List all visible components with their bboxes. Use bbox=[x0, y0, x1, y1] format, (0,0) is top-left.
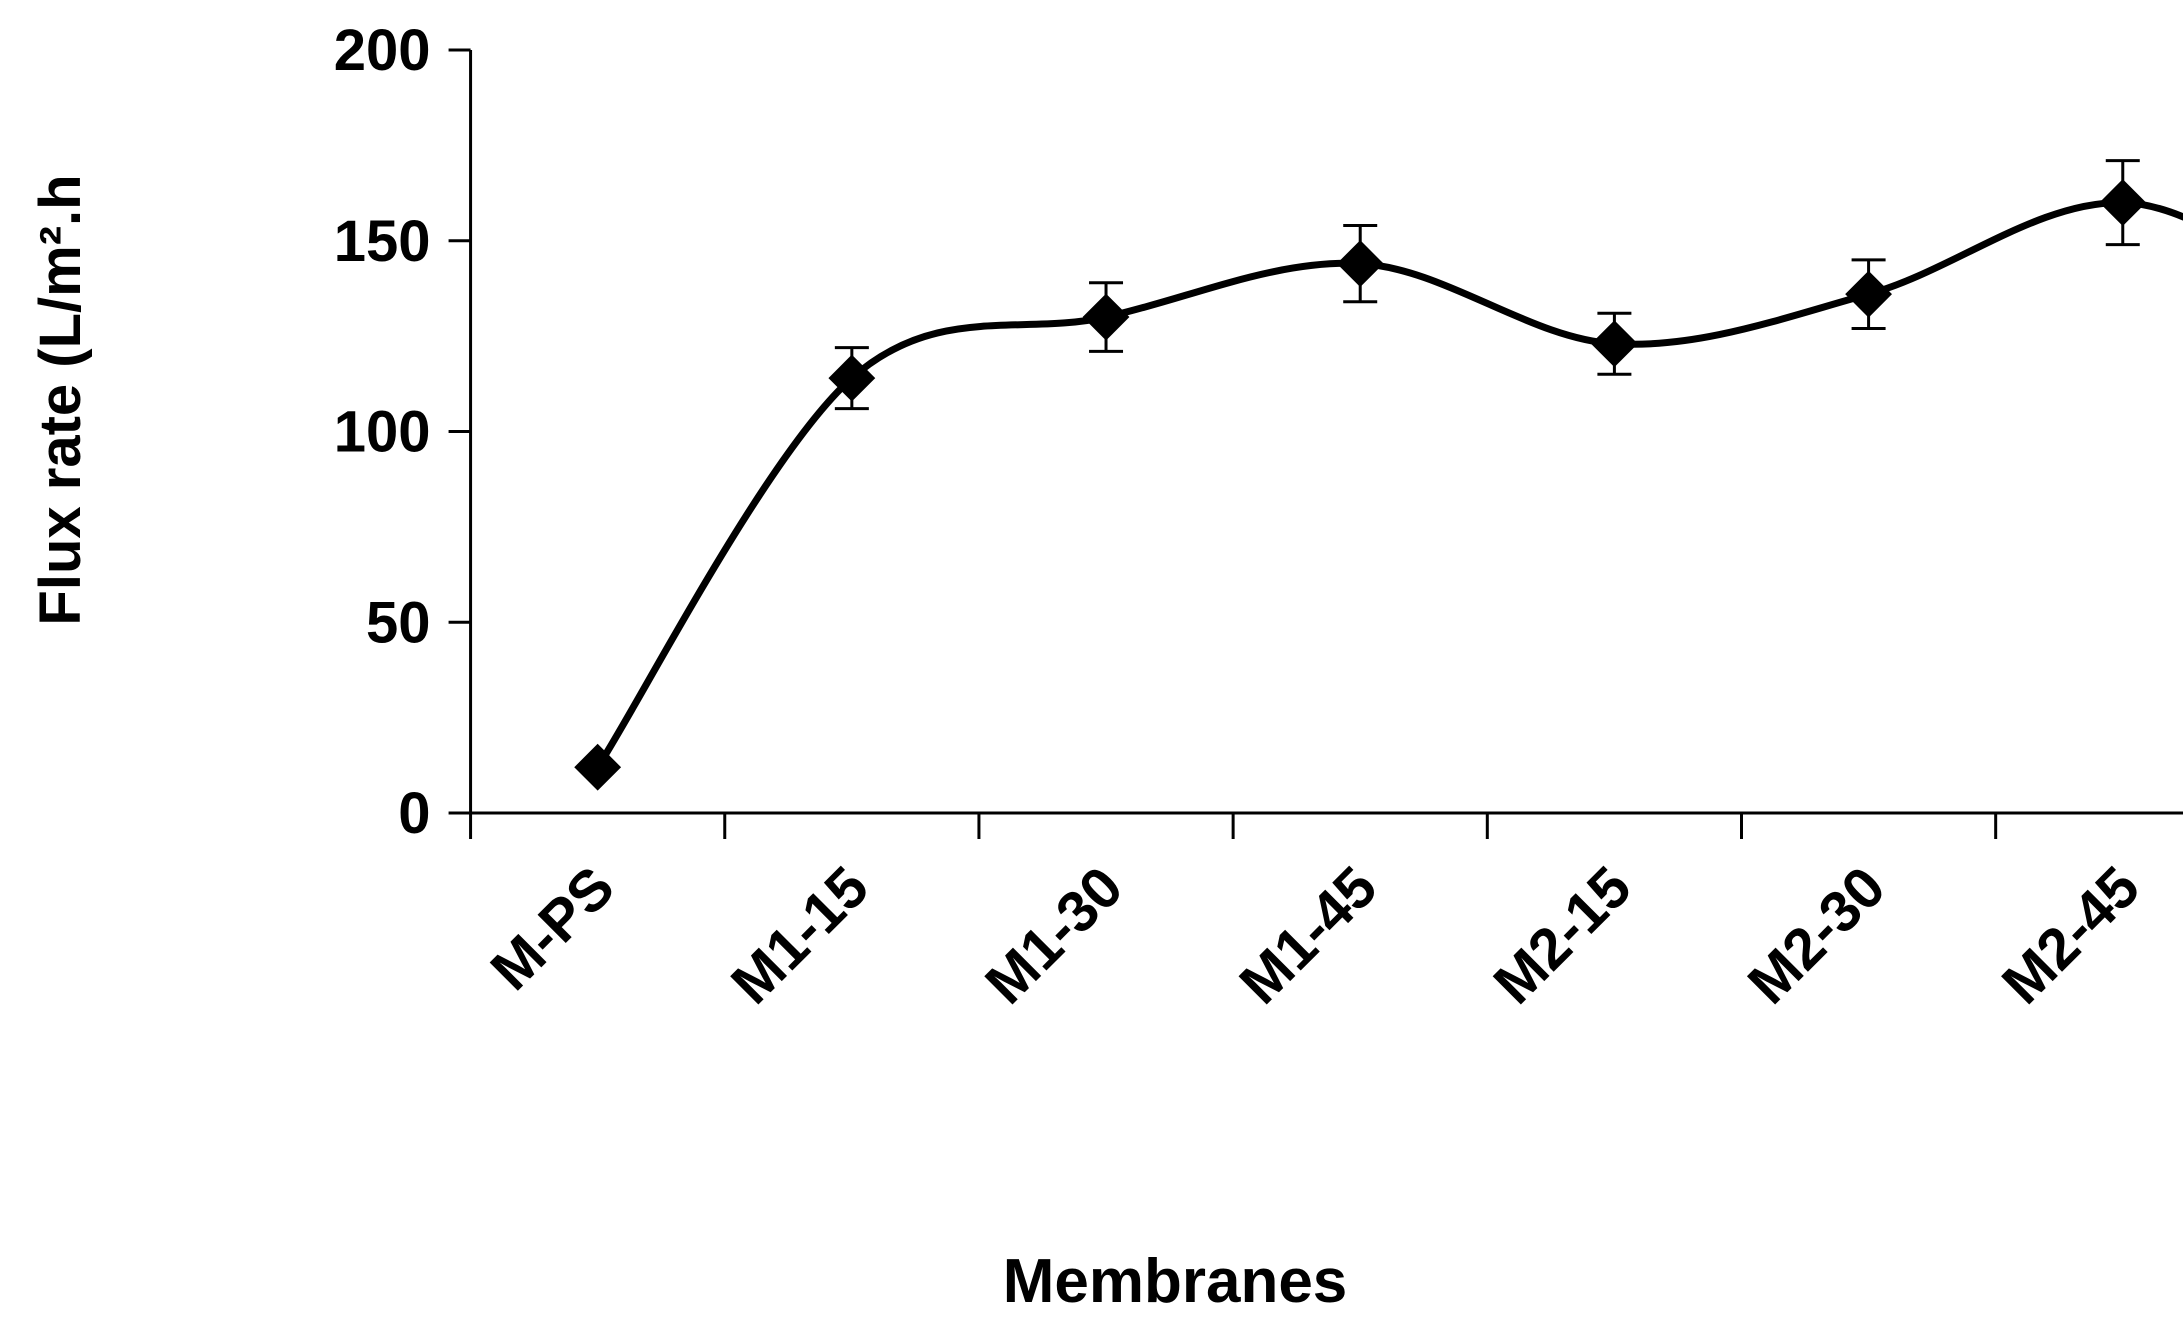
data-point-marker bbox=[1845, 270, 1892, 318]
series-line-layer bbox=[594, 199, 2183, 771]
axes-layer bbox=[448, 48, 2183, 839]
x-tick-label: M2-15 bbox=[1481, 854, 1643, 1016]
data-markers bbox=[574, 179, 2147, 791]
series-line bbox=[594, 199, 2183, 771]
y-axis-title: Flux rate (L/m².h bbox=[28, 174, 93, 625]
data-point-marker bbox=[1082, 293, 1130, 341]
error-bars bbox=[834, 159, 2140, 411]
axis-labels: 0 50 100 150 200 M-PS M1-15 M1-30 M1-45 M2-15 M2-3… bbox=[28, 18, 2152, 1316]
y-tick-label: 150 bbox=[334, 209, 431, 274]
x-tick-label: M2-45 bbox=[1990, 854, 2152, 1016]
data-point-marker bbox=[1590, 320, 1638, 368]
x-axis-title: Membranes bbox=[1003, 1247, 1348, 1316]
x-tick-label: M1-45 bbox=[1227, 854, 1389, 1016]
y-tick-label: 0 bbox=[398, 781, 430, 846]
x-tick-label: M1-30 bbox=[973, 854, 1135, 1016]
y-tick-label: 50 bbox=[366, 590, 431, 655]
y-tick-label: 100 bbox=[334, 400, 431, 465]
data-point-marker bbox=[1336, 240, 1384, 288]
x-tick-label: M1-15 bbox=[719, 854, 881, 1016]
data-point-marker bbox=[828, 354, 876, 402]
x-tick-label: M2-30 bbox=[1736, 854, 1898, 1016]
data-point-marker bbox=[574, 743, 622, 791]
data-point-marker bbox=[2099, 179, 2147, 227]
x-tick-label: M-PS bbox=[478, 854, 626, 1002]
y-tick-label: 200 bbox=[334, 18, 431, 83]
